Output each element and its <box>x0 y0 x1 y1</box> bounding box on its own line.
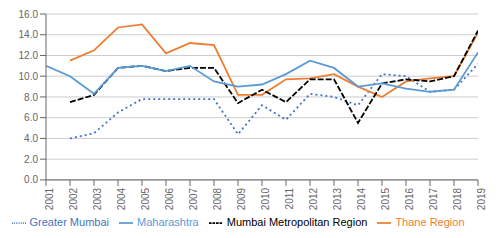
svg-text:2005: 2005 <box>140 187 151 210</box>
svg-text:2017: 2017 <box>428 187 439 210</box>
svg-text:2004: 2004 <box>116 187 127 210</box>
svg-text:0.0: 0.0 <box>24 174 38 185</box>
svg-text:2013: 2013 <box>332 187 343 210</box>
svg-text:8.0: 8.0 <box>24 92 38 103</box>
svg-text:2.0: 2.0 <box>24 154 38 165</box>
html-text:Mumbai Metropolitan Region: Mumbai Metropolitan Region <box>226 215 368 228</box>
svg-text:2012: 2012 <box>308 187 319 210</box>
svg-text:12.0: 12.0 <box>19 50 39 61</box>
html-text:Greater Mumbai: Greater Mumbai <box>29 215 109 228</box>
svg-text:2016: 2016 <box>404 187 415 210</box>
svg-text:2011: 2011 <box>284 187 295 209</box>
svg-text:2008: 2008 <box>212 187 223 210</box>
svg-text:2006: 2006 <box>164 187 175 210</box>
html-text:Thane Region: Thane Region <box>395 215 465 228</box>
svg-text:2010: 2010 <box>260 187 271 210</box>
svg-text:2015: 2015 <box>380 187 391 210</box>
svg-text:2001: 2001 <box>44 187 55 210</box>
svg-text:14.0: 14.0 <box>19 29 39 40</box>
html-text:Maharashtra: Maharashtra <box>137 215 199 228</box>
svg-text:2019: 2019 <box>476 187 487 210</box>
svg-text:2002: 2002 <box>68 187 79 210</box>
svg-text:2007: 2007 <box>188 187 199 210</box>
svg-text:16.0: 16.0 <box>19 9 39 20</box>
svg-text:2009: 2009 <box>236 187 247 210</box>
svg-text:2014: 2014 <box>356 187 367 210</box>
svg-text:2003: 2003 <box>92 187 103 210</box>
svg-text:4.0: 4.0 <box>24 133 38 144</box>
svg-text:2018: 2018 <box>452 187 463 210</box>
svg-text:6.0: 6.0 <box>24 112 38 123</box>
svg-text:10.0: 10.0 <box>19 71 39 82</box>
